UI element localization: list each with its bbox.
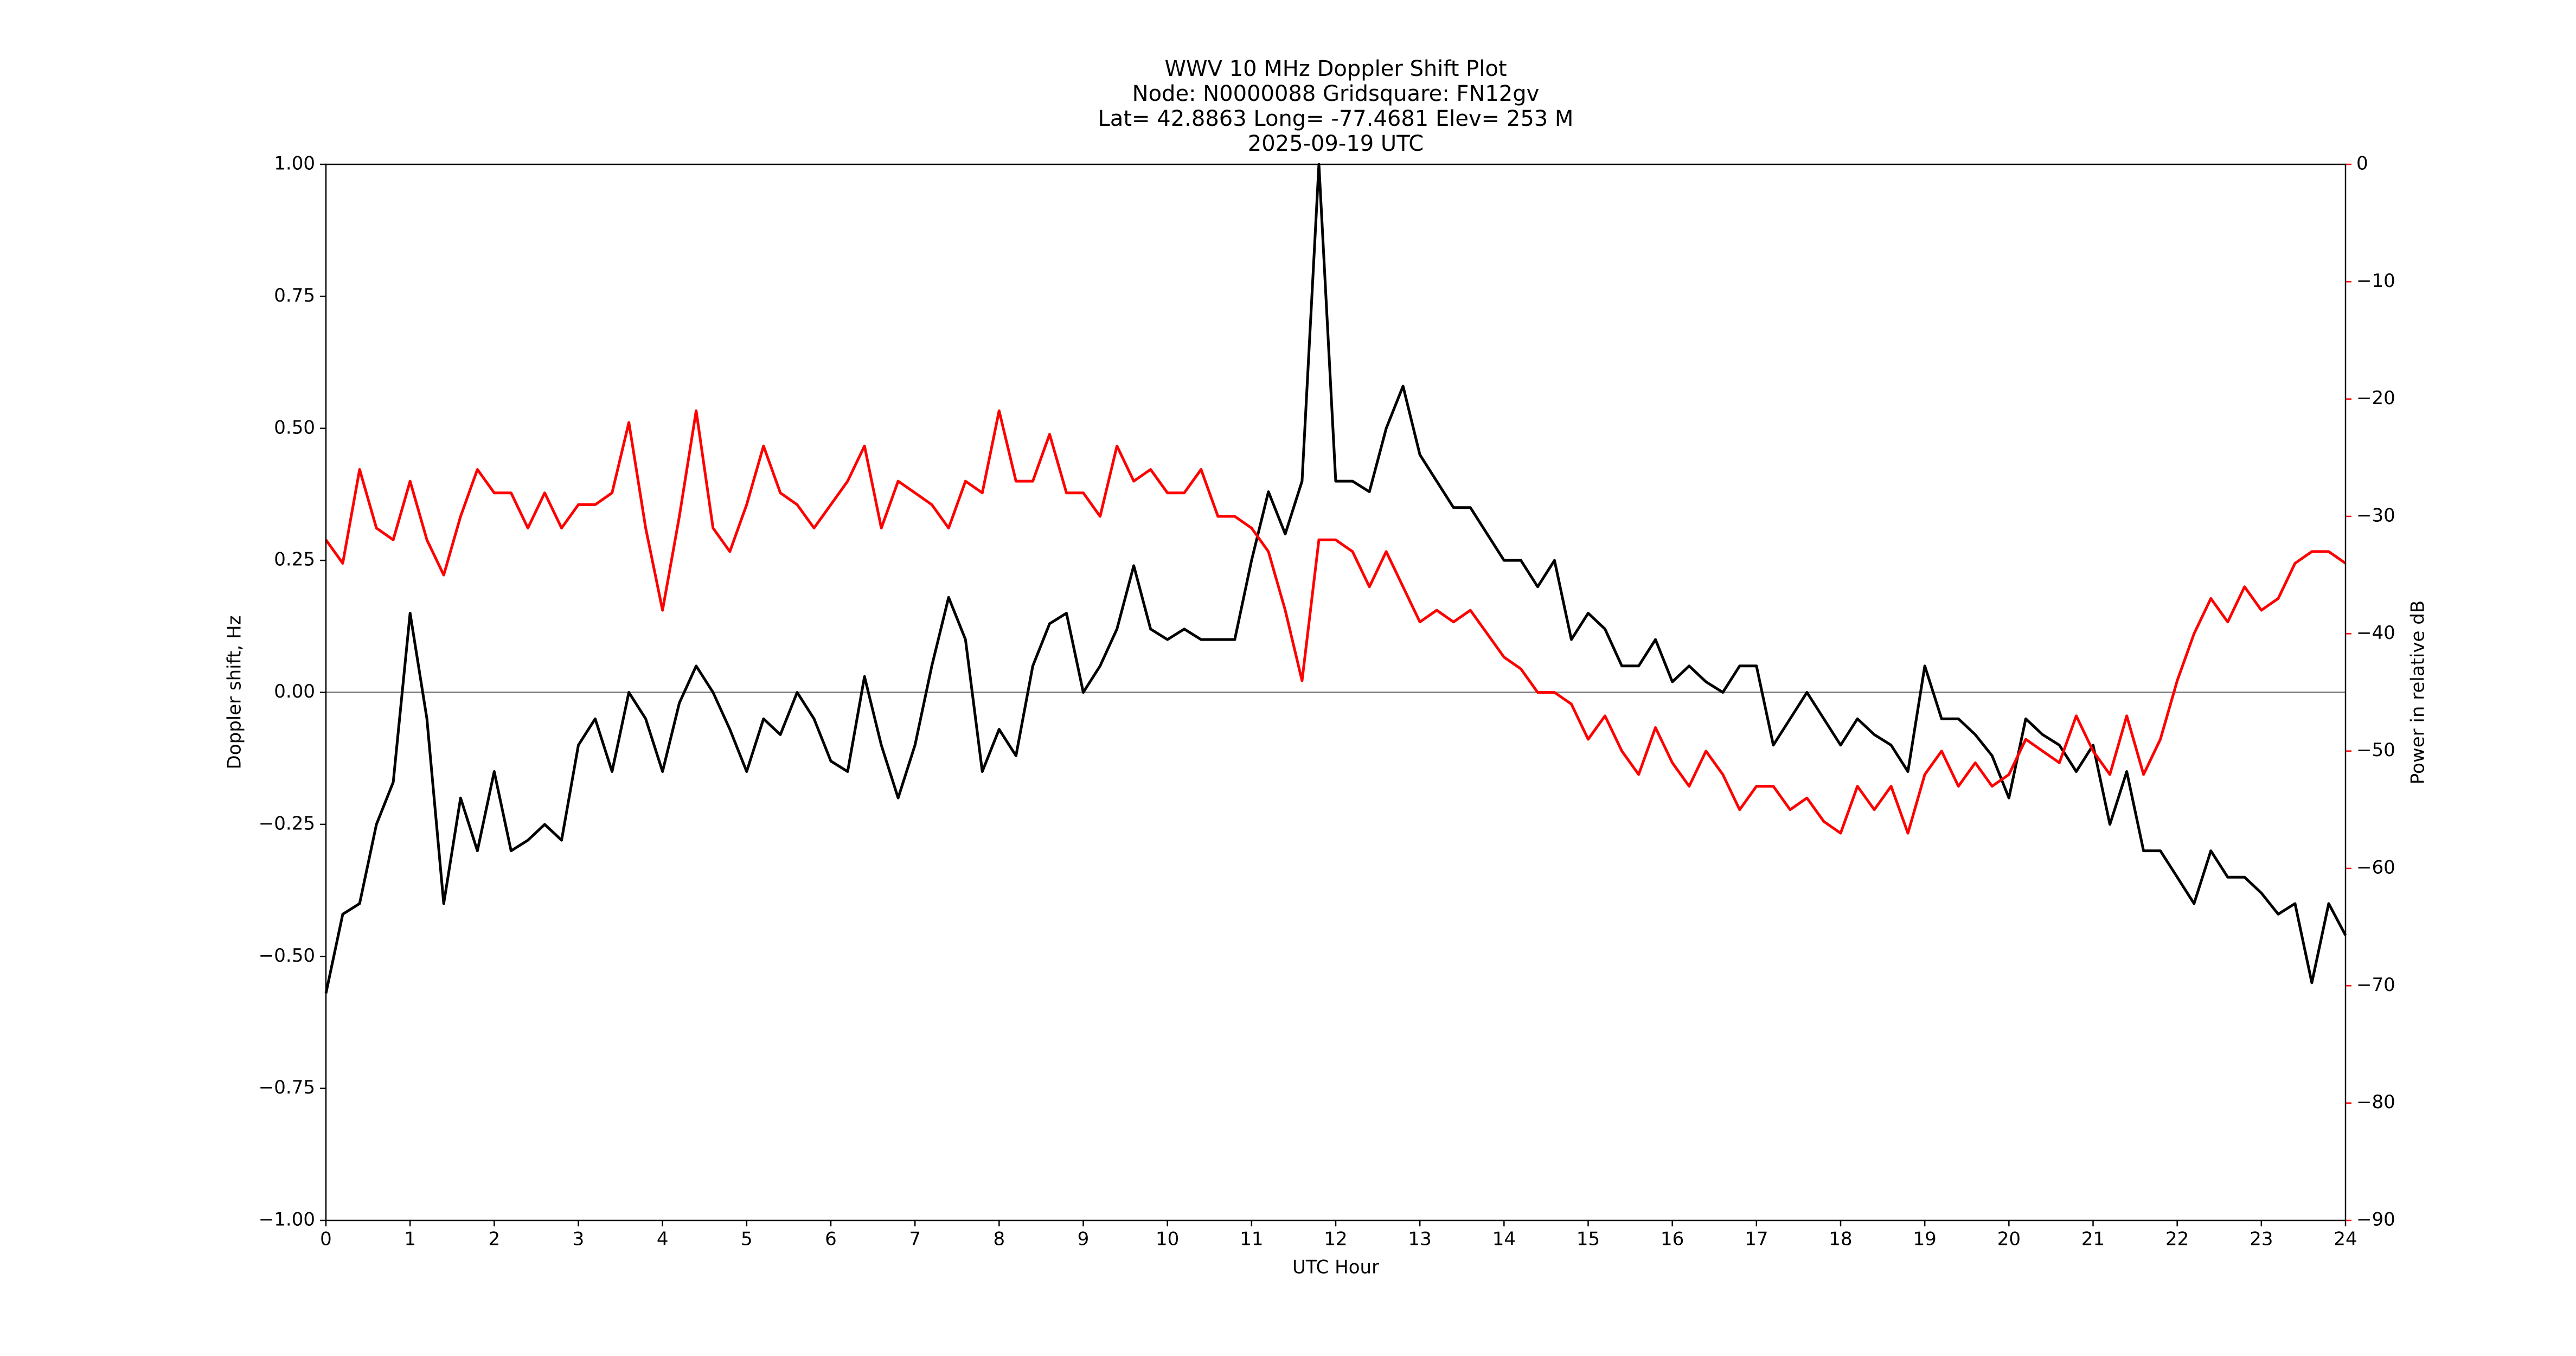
x-tick-label: 14: [1492, 1229, 1516, 1250]
series-line: [324, 409, 2347, 835]
y-tick-label: 0.75: [274, 285, 315, 306]
series-line: [324, 163, 2347, 994]
x-tick-label: 0: [320, 1229, 332, 1250]
x-tick-label: 11: [1240, 1229, 1263, 1250]
y-tick-label: −1.00: [259, 1209, 315, 1231]
chart-title: 2025-09-19 UTC: [1248, 131, 1424, 156]
x-tick-label: 23: [2250, 1229, 2273, 1250]
y2-tick-label: −40: [2356, 622, 2395, 644]
chart-title: Node: N0000088 Gridsquare: FN12gv: [1132, 81, 1540, 106]
y-tick-label: 0.00: [274, 681, 315, 702]
y2-tick-label: −10: [2356, 270, 2395, 292]
y-tick-label: −0.50: [259, 945, 315, 967]
x-tick-label: 9: [1078, 1229, 1090, 1250]
x-tick-label: 15: [1577, 1229, 1600, 1250]
y2-tick-label: −50: [2356, 739, 2395, 761]
x-tick-label: 2: [489, 1229, 501, 1250]
x-tick-label: 21: [2081, 1229, 2105, 1250]
x-tick-label: 6: [825, 1229, 837, 1250]
y2-tick-label: −30: [2356, 505, 2395, 527]
y2-axis-label: Power in relative dB: [2407, 600, 2429, 784]
y-tick-label: 0.25: [274, 549, 315, 571]
x-tick-label: 17: [1745, 1229, 1768, 1250]
x-tick-label: 8: [994, 1229, 1005, 1250]
y2-tick-label: −90: [2356, 1209, 2395, 1231]
x-axis-label: UTC Hour: [1292, 1257, 1379, 1278]
x-tick-label: 18: [1829, 1229, 1852, 1250]
x-tick-label: 24: [2334, 1229, 2357, 1250]
y2-tick-label: −80: [2356, 1091, 2395, 1113]
x-tick-label: 20: [1997, 1229, 2021, 1250]
plot-frame: [325, 163, 2347, 1221]
x-tick-label: 4: [657, 1229, 669, 1250]
y-axis-label: Doppler shift, Hz: [224, 616, 246, 770]
x-tick-label: 7: [909, 1229, 921, 1250]
x-tick-label: 10: [1156, 1229, 1179, 1250]
y2-tick-label: −60: [2356, 857, 2395, 879]
x-tick-label: 1: [404, 1229, 416, 1250]
x-tick-label: 16: [1661, 1229, 1684, 1250]
chart-title: Lat= 42.8863 Long= -77.4681 Elev= 253 M: [1098, 106, 1574, 131]
y2-tick-label: 0: [2356, 153, 2368, 175]
x-tick-label: 5: [741, 1229, 753, 1250]
x-tick-label: 3: [573, 1229, 585, 1250]
chart-title: WWV 10 MHz Doppler Shift Plot: [1164, 56, 1507, 81]
y-tick-label: 0.50: [274, 417, 315, 438]
y2-tick-label: −20: [2356, 387, 2395, 409]
x-tick-label: 22: [2165, 1229, 2189, 1250]
y2-tick-label: −70: [2356, 974, 2395, 996]
y-tick-label: −0.25: [259, 813, 315, 834]
x-tick-label: 12: [1324, 1229, 1347, 1250]
x-tick-label: 13: [1408, 1229, 1432, 1250]
y-tick-label: 1.00: [274, 153, 315, 175]
x-tick-label: 19: [1913, 1229, 1937, 1250]
y-tick-label: −0.75: [259, 1077, 315, 1098]
